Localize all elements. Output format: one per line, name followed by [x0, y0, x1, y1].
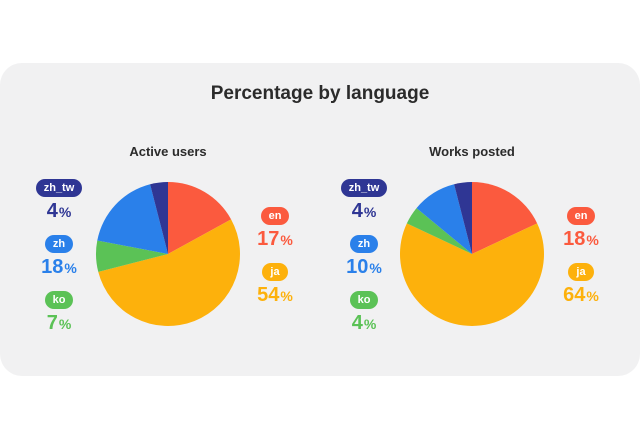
pie-slice-zh-tw: [454, 182, 472, 254]
legend-label: zh: [349, 235, 379, 253]
legend-label: en: [260, 207, 290, 225]
pie-slice-ko: [96, 240, 168, 272]
percentage-unit: %: [64, 260, 77, 276]
pie-chart: [400, 182, 544, 326]
legend-entry-zh: zh 18%: [24, 234, 94, 281]
legend-entry-ko: ko 4%: [329, 290, 399, 337]
slice-percentage: 4%: [329, 311, 399, 337]
slice-percentage: 4%: [24, 199, 94, 225]
percentage-value: 4: [46, 200, 58, 222]
percentage-unit: %: [58, 204, 72, 220]
slice-percentage: 17%: [240, 227, 310, 253]
percentage-unit: %: [363, 316, 377, 332]
pie-slice-en: [472, 182, 538, 254]
legend-label: ko: [44, 291, 74, 309]
percentage-value: 4: [351, 200, 363, 222]
pie-slice-ko: [406, 208, 472, 254]
pie-slice-ja: [98, 219, 240, 326]
legend-label: en: [566, 207, 596, 225]
legend-entry-ja: ja 54%: [240, 262, 310, 309]
percentage-unit: %: [369, 260, 382, 276]
percentage-value: 18: [41, 256, 64, 278]
percentage-value: 64: [563, 284, 586, 306]
legend-label: zh_tw: [35, 179, 83, 197]
legend-entry-en: en 17%: [240, 206, 310, 253]
pie-slice-zh: [416, 184, 472, 254]
percentage-unit: %: [363, 204, 377, 220]
percentage-unit: %: [58, 316, 72, 332]
legend-entry-zh-tw: zh_tw 4%: [329, 178, 399, 225]
slice-percentage: 4%: [329, 199, 399, 225]
pie-slice-zh-tw: [150, 182, 168, 254]
slice-percentage: 64%: [546, 283, 616, 309]
percentage-value: 17: [257, 228, 280, 250]
chart-title: Works posted: [429, 144, 515, 159]
percentage-value: 4: [351, 312, 363, 334]
legend-label: ko: [349, 291, 379, 309]
slice-percentage: 10%: [329, 255, 399, 281]
legend-entry-ko: ko 7%: [24, 290, 94, 337]
legend-entry-ja: ja 64%: [546, 262, 616, 309]
slice-percentage: 7%: [24, 311, 94, 337]
percentage-unit: %: [280, 288, 293, 304]
pie-slice-zh: [97, 184, 168, 254]
percentage-value: 7: [46, 312, 58, 334]
legend-label: ja: [568, 263, 594, 281]
pie-slice-en: [168, 182, 232, 254]
percentage-unit: %: [586, 232, 599, 248]
slice-percentage: 18%: [546, 227, 616, 253]
legend-entry-zh: zh 10%: [329, 234, 399, 281]
legend-label: zh: [44, 235, 74, 253]
slice-percentage: 18%: [24, 255, 94, 281]
page-title: Percentage by language: [210, 83, 430, 104]
percentage-unit: %: [586, 288, 599, 304]
pie-chart: [96, 182, 240, 326]
legend-label: zh_tw: [340, 179, 388, 197]
percentage-value: 54: [257, 284, 280, 306]
slice-percentage: 54%: [240, 283, 310, 309]
chart-title: Active users: [129, 144, 207, 159]
legend-label: ja: [262, 263, 288, 281]
pie-slice-ja: [400, 223, 544, 326]
percentage-unit: %: [280, 232, 293, 248]
legend-entry-en: en 18%: [546, 206, 616, 253]
percentage-value: 10: [346, 256, 369, 278]
legend-entry-zh-tw: zh_tw 4%: [24, 178, 94, 225]
percentage-value: 18: [563, 228, 586, 250]
